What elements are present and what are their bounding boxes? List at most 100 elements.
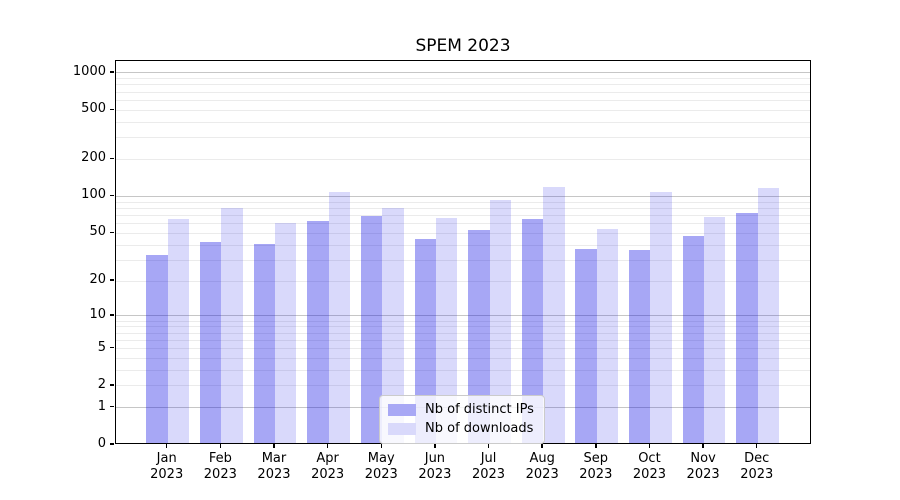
x-tick-label: Feb 2023 [203, 451, 237, 482]
x-tick-mark [326, 444, 329, 448]
y-tick-mark [110, 346, 114, 349]
minor-gridline [116, 385, 810, 387]
x-tick-mark [648, 444, 651, 448]
minor-gridline [116, 348, 810, 349]
x-tick-label: Dec 2023 [740, 451, 774, 482]
major-gridline [116, 72, 810, 74]
bar-distinct-ips-nov [682, 235, 705, 443]
bar-downloads-aug [543, 186, 565, 443]
bar-distinct-ips-mar [253, 244, 275, 443]
minor-gridline [116, 232, 810, 234]
y-tick-mark [110, 314, 114, 316]
bar-downloads-jan [167, 219, 190, 443]
minor-gridline [116, 201, 810, 203]
major-gridline [116, 195, 810, 197]
legend-entry-distinct-ips: Nb of distinct IPs [388, 400, 536, 419]
plot-area [115, 60, 811, 444]
legend-label-distinct-ips: Nb of distinct IPs [425, 402, 534, 417]
bar-downloads-apr [328, 191, 350, 443]
y-tick-mark [110, 443, 114, 445]
minor-gridline [116, 78, 810, 80]
y-tick-mark [110, 405, 114, 408]
x-tick-label: Aug 2023 [525, 451, 559, 482]
x-tick-label: Oct 2023 [632, 451, 666, 482]
x-tick-mark [273, 444, 275, 448]
bar-distinct-ips-feb [199, 241, 222, 443]
minor-gridline [116, 207, 810, 209]
y-tick-label: 2 [97, 376, 106, 392]
x-tick-mark [487, 444, 490, 448]
y-tick-label: 0 [97, 436, 106, 451]
y-tick-label: 1 [97, 398, 106, 414]
legend-swatch-distinct-ips-icon [388, 403, 416, 416]
bar-distinct-ips-jul [468, 230, 490, 443]
bar-distinct-ips-jun [414, 239, 436, 443]
minor-gridline [116, 369, 810, 371]
y-tick-label: 50 [89, 224, 106, 240]
minor-gridline [116, 137, 810, 139]
minor-gridline [116, 109, 810, 111]
x-tick-mark [756, 444, 758, 448]
bar-distinct-ips-sep [575, 248, 597, 443]
y-tick-label: 500 [81, 101, 106, 117]
minor-gridline [116, 121, 810, 123]
x-tick-label: May 2023 [364, 451, 398, 482]
minor-gridline [116, 259, 810, 261]
minor-gridline [116, 332, 810, 334]
bar-downloads-nov [704, 217, 726, 443]
minor-gridline [116, 244, 810, 246]
x-tick-label: Sep 2023 [579, 451, 613, 482]
y-tick-mark [110, 108, 114, 110]
y-tick-mark [110, 384, 114, 386]
bar-distinct-ips-dec [736, 212, 758, 443]
minor-gridline [116, 223, 810, 225]
minor-gridline [116, 158, 810, 160]
bar-downloads-jul [489, 199, 511, 443]
bar-downloads-dec [757, 187, 780, 443]
y-tick-label: 100 [81, 187, 106, 203]
x-tick-label: Jul 2023 [471, 451, 506, 482]
y-tick-label: 1000 [72, 63, 106, 79]
legend: Nb of distinct IPs Nb of downloads [379, 395, 545, 444]
major-gridline [116, 315, 810, 317]
y-tick-mark [110, 231, 114, 233]
bar-downloads-sep [596, 229, 619, 443]
minor-gridline [116, 320, 810, 322]
x-tick-mark [166, 444, 168, 448]
x-tick-mark [219, 444, 222, 448]
y-tick-mark [110, 194, 114, 197]
x-tick-label: Mar 2023 [257, 451, 291, 482]
legend-entry-downloads: Nb of downloads [388, 419, 536, 438]
legend-label-downloads: Nb of downloads [425, 421, 534, 436]
x-tick-mark [541, 444, 543, 448]
bar-distinct-ips-jan [146, 254, 168, 443]
x-tick-mark [380, 444, 382, 448]
y-tick-label: 200 [81, 150, 106, 166]
minor-gridline [116, 214, 810, 216]
bar-downloads-may [382, 208, 404, 443]
minor-gridline [116, 339, 810, 341]
x-tick-label: Jan 2023 [150, 451, 184, 482]
bar-downloads-mar [274, 223, 297, 443]
x-tick-mark [434, 444, 436, 448]
bar-distinct-ips-aug [521, 219, 544, 443]
bar-distinct-ips-oct [629, 250, 651, 443]
bar-distinct-ips-apr [307, 220, 329, 443]
x-tick-mark [595, 444, 597, 448]
y-tick-label: 10 [89, 306, 106, 322]
x-tick-label: Nov 2023 [686, 451, 720, 482]
bar-downloads-oct [650, 192, 672, 443]
y-tick-mark [110, 157, 114, 160]
x-tick-mark [702, 444, 704, 448]
y-tick-mark [110, 279, 114, 281]
chart-title: SPEM 2023 [415, 36, 511, 56]
y-tick-label: 5 [97, 339, 106, 355]
minor-gridline [116, 91, 810, 93]
x-tick-label: Jun 2023 [418, 451, 452, 482]
minor-gridline [116, 99, 810, 101]
bar-distinct-ips-may [360, 215, 383, 443]
legend-swatch-downloads-icon [388, 422, 416, 435]
minor-gridline [116, 84, 810, 86]
x-tick-label: Apr 2023 [311, 451, 345, 482]
y-tick-mark [110, 71, 114, 73]
